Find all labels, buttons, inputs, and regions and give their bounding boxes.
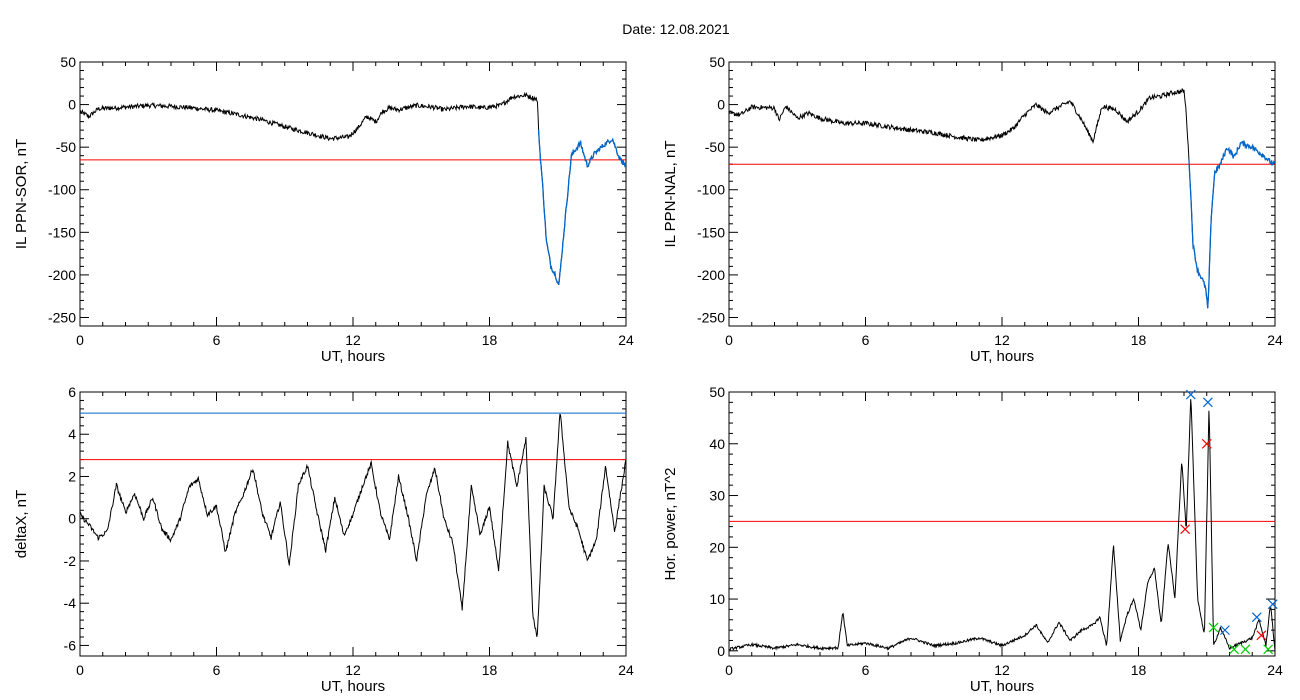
x-tick-label: 12 bbox=[994, 662, 1010, 678]
event-marker bbox=[1202, 397, 1213, 408]
x-tick-label: 6 bbox=[213, 662, 221, 678]
event-marker bbox=[1251, 612, 1262, 623]
highlight-trace bbox=[537, 129, 626, 285]
x-axis-label: UT, hours bbox=[321, 348, 385, 365]
x-tick-label: 12 bbox=[994, 332, 1010, 348]
plot-frame bbox=[728, 61, 1276, 327]
y-tick-label: 4 bbox=[68, 426, 76, 442]
event-marker bbox=[1180, 524, 1191, 535]
x-tick-label: 6 bbox=[862, 662, 870, 678]
y-tick-label: -6 bbox=[64, 637, 77, 653]
x-tick-label: 18 bbox=[1131, 332, 1147, 348]
y-tick-label: -50 bbox=[56, 139, 76, 155]
x-tick-label: 0 bbox=[76, 332, 84, 348]
event-marker bbox=[1267, 599, 1278, 610]
x-axis-label: UT, hours bbox=[321, 678, 385, 695]
x-tick-label: 24 bbox=[618, 332, 634, 348]
x-tick-label: 24 bbox=[618, 662, 634, 678]
y-tick-label: -100 bbox=[697, 182, 725, 198]
data-layer bbox=[729, 87, 1275, 309]
x-tick-label: 18 bbox=[482, 332, 498, 348]
data-trace bbox=[80, 413, 626, 637]
plot-frame bbox=[79, 391, 627, 657]
y-tick-label: 6 bbox=[68, 384, 76, 400]
event-marker bbox=[1201, 438, 1212, 449]
event-marker bbox=[1263, 644, 1274, 655]
x-tick-label: 12 bbox=[345, 332, 361, 348]
y-tick-label: -250 bbox=[48, 309, 76, 325]
y-tick-label: -150 bbox=[48, 224, 76, 240]
data-layer bbox=[80, 412, 626, 637]
data-layer bbox=[729, 399, 1275, 652]
x-axis-label: UT, hours bbox=[970, 678, 1034, 695]
x-tick-label: 12 bbox=[345, 662, 361, 678]
y-tick-label: -150 bbox=[697, 224, 725, 240]
highlight-trace bbox=[1188, 139, 1275, 309]
panel-1: 0 6 12 18 24 -250 -200 -150 -100 -50 0 50 UT, hours I… bbox=[13, 54, 634, 365]
data-trace bbox=[729, 87, 1275, 309]
data-trace bbox=[729, 399, 1275, 652]
y-tick-label: -4 bbox=[64, 595, 77, 611]
event-marker bbox=[1229, 644, 1239, 655]
y-axis-label: IL PPN-NAL, nT bbox=[662, 141, 679, 248]
y-tick-label: 0 bbox=[68, 511, 76, 527]
y-tick-label: 40 bbox=[709, 436, 725, 452]
y-tick-label: 30 bbox=[709, 488, 725, 504]
panel-4: 0 6 12 18 24 0 10 20 30 40 50 UT, hours Hor. power, … bbox=[662, 384, 1283, 695]
data-trace bbox=[80, 91, 626, 285]
x-tick-label: 6 bbox=[862, 332, 870, 348]
x-tick-label: 18 bbox=[482, 662, 498, 678]
y-tick-label: 50 bbox=[60, 54, 76, 70]
x-axis-label: UT, hours bbox=[970, 348, 1034, 365]
y-tick-label: -100 bbox=[48, 182, 76, 198]
event-marker bbox=[1240, 644, 1251, 655]
y-tick-label: 2 bbox=[68, 468, 76, 484]
y-tick-label: 10 bbox=[709, 591, 725, 607]
y-axis-label: IL PPN-SOR, nT bbox=[13, 139, 30, 249]
y-tick-label: -250 bbox=[697, 309, 725, 325]
y-tick-label: -2 bbox=[64, 553, 77, 569]
y-tick-label: 50 bbox=[709, 384, 725, 400]
figure-title: Date: 12.08.2021 bbox=[622, 21, 730, 37]
y-tick-label: 0 bbox=[717, 643, 725, 659]
y-tick-label: 50 bbox=[709, 54, 725, 70]
x-tick-label: 0 bbox=[725, 662, 733, 678]
y-axis-label: deltaX, nT bbox=[13, 490, 30, 558]
y-tick-label: -200 bbox=[48, 267, 76, 283]
event-marker bbox=[1220, 625, 1230, 636]
x-tick-label: 18 bbox=[1131, 662, 1147, 678]
x-tick-label: 24 bbox=[1267, 332, 1283, 348]
y-tick-label: 20 bbox=[709, 539, 725, 555]
data-layer bbox=[80, 91, 626, 285]
x-tick-label: 0 bbox=[725, 332, 733, 348]
plot-frame bbox=[79, 61, 627, 327]
y-tick-label: -200 bbox=[697, 267, 725, 283]
x-tick-label: 0 bbox=[76, 662, 84, 678]
y-tick-label: 0 bbox=[717, 97, 725, 113]
y-tick-label: 0 bbox=[68, 97, 76, 113]
x-tick-label: 6 bbox=[213, 332, 221, 348]
y-axis-label: Hor. power, nT^2 bbox=[662, 468, 679, 581]
x-tick-label: 24 bbox=[1267, 662, 1283, 678]
panel-2: 0 6 12 18 24 -250 -200 -150 -100 -50 0 50 UT, hours I… bbox=[662, 54, 1283, 365]
plot-frame bbox=[728, 391, 1276, 657]
event-marker bbox=[1256, 630, 1267, 641]
y-tick-label: -50 bbox=[705, 139, 725, 155]
event-marker bbox=[1208, 622, 1219, 633]
event-marker bbox=[1185, 389, 1196, 400]
